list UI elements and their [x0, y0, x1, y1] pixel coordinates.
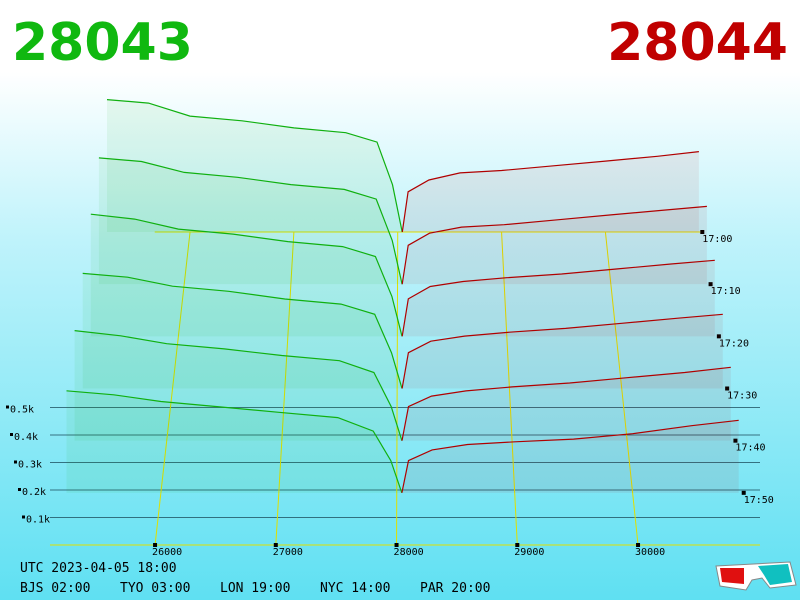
- volume-tick-label: 0.4k: [14, 432, 38, 443]
- price-tick-label: 27000: [273, 547, 303, 558]
- price-tick: [273, 543, 278, 547]
- volume-tick: [6, 405, 9, 409]
- price-tick-label: 29000: [514, 547, 544, 558]
- ask-depth-area: [402, 260, 715, 337]
- time-tick-label: 17:10: [711, 286, 741, 297]
- bid-depth-area: [90, 214, 403, 337]
- bid-depth-area: [107, 99, 403, 232]
- price-tick-label: 30000: [635, 547, 665, 558]
- time-tick-label: 17:40: [735, 443, 765, 454]
- ask-depth-area: [402, 151, 699, 232]
- time-tick-label: 17:30: [727, 391, 757, 402]
- ask-depth-line: [401, 205, 707, 285]
- time-tick: [741, 490, 746, 495]
- ask-depth-area: [402, 367, 731, 441]
- ask-depth-area: [401, 420, 739, 493]
- bid-depth-line: [98, 157, 403, 285]
- ask-depth-line: [401, 366, 731, 441]
- ask-price: 28044: [607, 13, 788, 73]
- price-tick: [394, 543, 399, 547]
- volume-tick: [10, 433, 13, 436]
- city-time: TYO 03:00: [120, 581, 190, 596]
- time-tick-label: 17:00: [702, 234, 732, 245]
- price-tick-label: 26000: [152, 547, 182, 558]
- price-tick-label: 28000: [394, 547, 424, 558]
- ask-depth-line: [401, 151, 699, 233]
- city-time: NYC 14:00: [320, 581, 390, 596]
- volume-tick-label: 0.5k: [10, 405, 34, 416]
- volume-tick: [14, 460, 17, 464]
- time-tick: [733, 438, 738, 443]
- volume-tick: [18, 488, 21, 491]
- volume-tick-label: 0.1k: [26, 515, 50, 526]
- volume-tick-label: 0.3k: [18, 460, 42, 471]
- time-tick: [725, 386, 730, 391]
- utc-time: UTC 2023-04-05 18:00: [20, 561, 177, 576]
- bid-price: 28043: [12, 13, 193, 73]
- bid-depth-line: [90, 213, 403, 337]
- ask-depth-area: [402, 206, 707, 285]
- price-tick: [515, 543, 520, 547]
- ask-depth-area: [402, 314, 723, 389]
- bid-depth-line: [82, 272, 403, 389]
- volume-tick-label: 0.2k: [22, 487, 46, 498]
- price-grid-line: [501, 231, 518, 546]
- price-grid-line: [275, 231, 295, 546]
- price-grid-line: [604, 231, 639, 546]
- bid-depth-line: [66, 390, 403, 493]
- volume-tick: [22, 515, 25, 519]
- ask-depth-line: [401, 313, 723, 389]
- time-tick: [716, 334, 721, 339]
- bid-depth-line: [74, 330, 403, 441]
- plot: 0.1k 0.2k 0.3k 0.4k 0.5k 26000 27000 28000 29000…: [6, 99, 774, 558]
- price-grid-line: [396, 231, 399, 546]
- city-times: BJS 02:00 TYO 03:00 LON 19:00 NYC 14:00 PAR …: [20, 581, 490, 596]
- city-time: PAR 20:00: [420, 581, 490, 596]
- city-time: BJS 02:00: [20, 581, 90, 596]
- city-time: LON 19:00: [220, 581, 290, 596]
- time-tick-label: 17:20: [719, 338, 749, 349]
- time-tick-label: 17:50: [744, 495, 774, 506]
- price-grid-line: [154, 231, 191, 546]
- 3d-glasses-icon: [715, 561, 797, 591]
- ask-depth-line: [401, 419, 739, 493]
- bid-depth-line: [106, 99, 403, 233]
- ask-depth-line: [401, 259, 715, 337]
- bid-depth-area: [74, 330, 402, 441]
- price-tick: [636, 543, 641, 547]
- time-tick: [700, 230, 705, 234]
- time-tick: [708, 282, 713, 287]
- bid-depth-area: [98, 157, 403, 285]
- price-tick: [153, 543, 158, 547]
